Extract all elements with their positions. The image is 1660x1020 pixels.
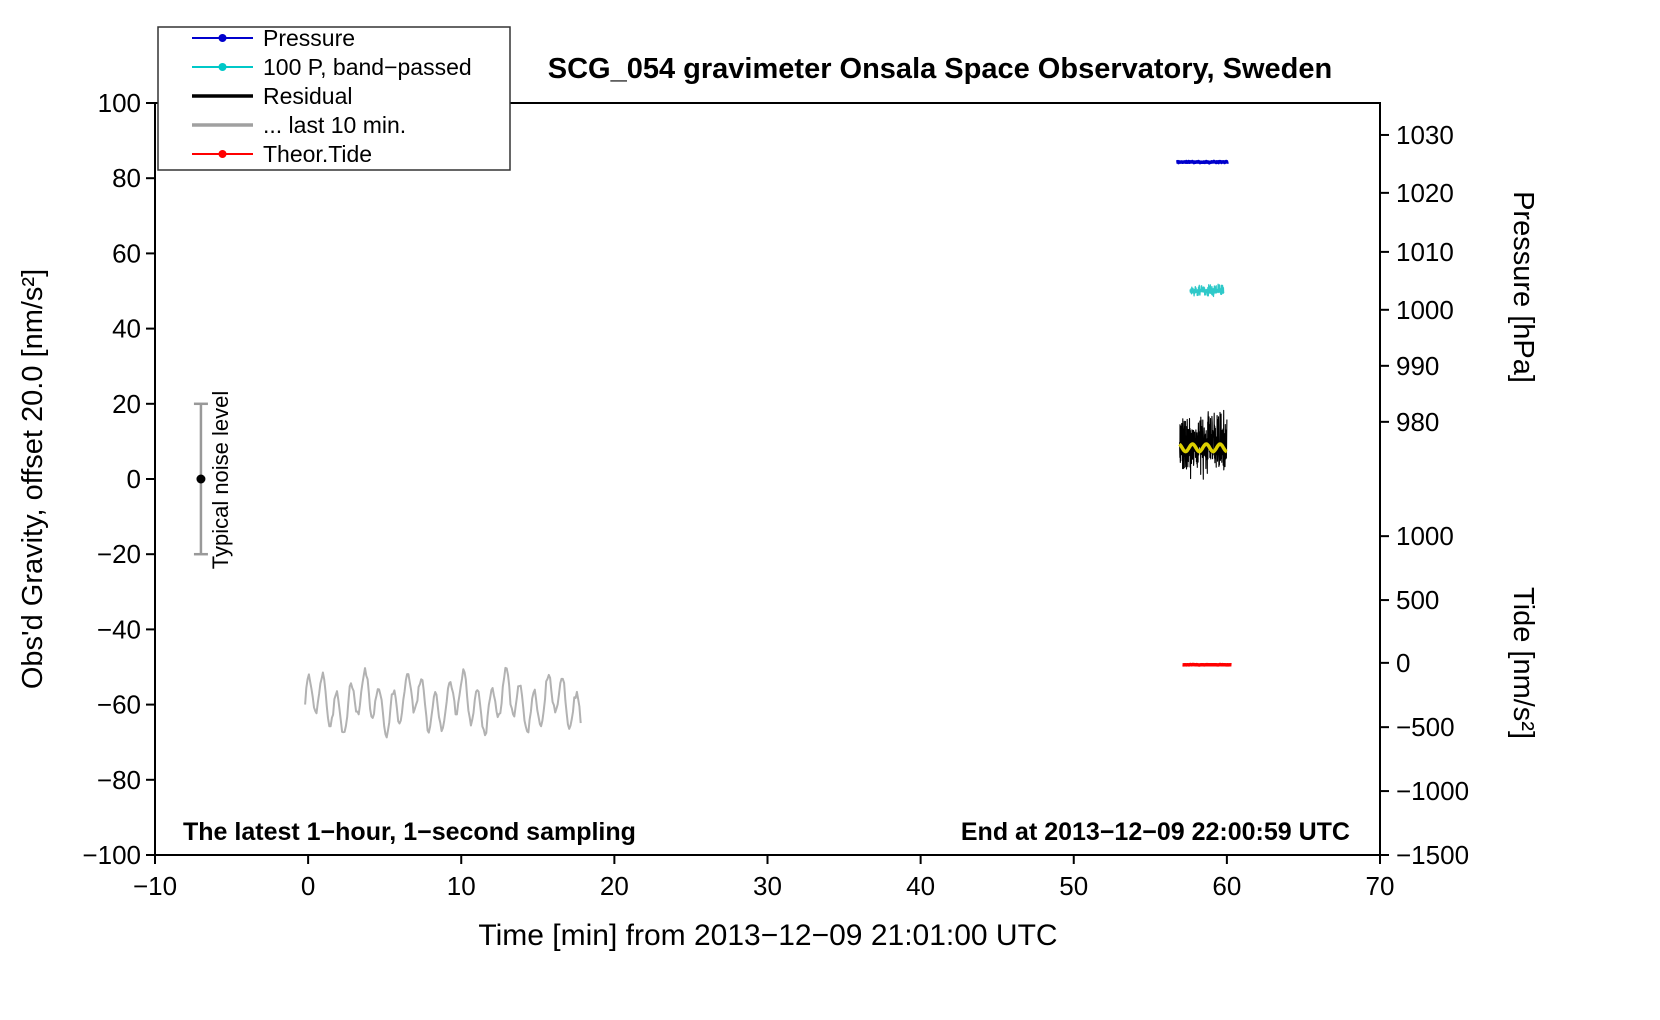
y-left-tick-label: 0 bbox=[127, 464, 141, 494]
noise-level-label: Typical noise level bbox=[208, 391, 233, 570]
y-left-tick-label: 60 bbox=[112, 238, 141, 268]
series-residual_smooth bbox=[1178, 442, 1228, 454]
y-left-tick-label: 100 bbox=[98, 88, 141, 118]
tide-tick-label: −1500 bbox=[1396, 840, 1469, 870]
series-pressure bbox=[1175, 159, 1230, 165]
tide-tick-label: 0 bbox=[1396, 648, 1410, 678]
y-left-tick-label: −100 bbox=[82, 840, 141, 870]
legend-marker-dot bbox=[218, 63, 227, 71]
tide-axis-label: Tide [nm/s²] bbox=[1507, 587, 1539, 739]
x-tick-label: 60 bbox=[1212, 871, 1241, 901]
left-axis-label: Obs'd Gravity, offset 20.0 [nm/s²] bbox=[17, 269, 49, 689]
x-tick-label: 40 bbox=[906, 871, 935, 901]
legend-label: Residual bbox=[263, 83, 353, 109]
end-time-note: End at 2013−12−09 22:00:59 UTC bbox=[961, 818, 1350, 846]
generated-plot-layer: −10 0 10 20 30 40 50 60 70100806040200−20−40−60−… bbox=[82, 25, 1469, 901]
tide-tick-label: 500 bbox=[1396, 585, 1439, 615]
x-tick-label: 10 bbox=[447, 871, 476, 901]
x-tick-label: 20 bbox=[600, 871, 629, 901]
legend-marker-dot bbox=[218, 150, 227, 158]
pressure-tick-label: 1010 bbox=[1396, 237, 1454, 267]
y-left-tick-label: −40 bbox=[97, 614, 141, 644]
y-left-tick-label: −20 bbox=[97, 539, 141, 569]
legend-label: 100 P, band−passed bbox=[263, 54, 472, 80]
series-theor_tide bbox=[1182, 662, 1232, 667]
x-tick-label: 30 bbox=[753, 871, 782, 901]
sampling-note: The latest 1−hour, 1−second sampling bbox=[183, 818, 636, 846]
x-tick-label: 50 bbox=[1059, 871, 1088, 901]
pressure-tick-label: 1020 bbox=[1396, 178, 1454, 208]
legend-label: ... last 10 min. bbox=[263, 112, 406, 138]
pressure-tick-label: 990 bbox=[1396, 351, 1439, 381]
tide-tick-label: −1000 bbox=[1396, 776, 1469, 806]
legend-marker-dot bbox=[218, 34, 227, 42]
y-left-tick-label: −80 bbox=[97, 765, 141, 795]
legend: Pressure 100 P, band−passed Residual ... la… bbox=[157, 25, 511, 171]
plot-frame bbox=[154, 102, 1381, 856]
x-tick-label: 0 bbox=[301, 871, 315, 901]
pressure-tick-label: 980 bbox=[1396, 407, 1439, 437]
pressure-axis-label: Pressure [hPa] bbox=[1507, 191, 1539, 383]
noise-error-bar-dot bbox=[196, 474, 206, 484]
pressure-tick-label: 1030 bbox=[1396, 120, 1454, 150]
series-band_passed bbox=[1189, 283, 1225, 298]
y-left-tick-label: −60 bbox=[97, 690, 141, 720]
y-left-tick-label: 80 bbox=[112, 163, 141, 193]
x-tick-label: 70 bbox=[1366, 871, 1395, 901]
chart-title: SCG_054 gravimeter Onsala Space Observat… bbox=[548, 53, 1332, 85]
series-last_10_min bbox=[304, 666, 582, 739]
tide-tick-label: 1000 bbox=[1396, 521, 1454, 551]
tide-tick-label: −500 bbox=[1396, 712, 1455, 742]
legend-box bbox=[157, 26, 511, 171]
pressure-tick-label: 1000 bbox=[1396, 295, 1454, 325]
series-residual bbox=[1179, 409, 1228, 480]
legend-label: Pressure bbox=[263, 25, 355, 51]
legend-label: Theor.Tide bbox=[263, 141, 372, 167]
x-axis-label: Time [min] from 2013−12−09 21:01:00 UTC bbox=[478, 919, 1057, 952]
y-left-tick-label: 20 bbox=[112, 389, 141, 419]
x-tick-label: −10 bbox=[133, 871, 177, 901]
y-left-tick-label: 40 bbox=[112, 314, 141, 344]
